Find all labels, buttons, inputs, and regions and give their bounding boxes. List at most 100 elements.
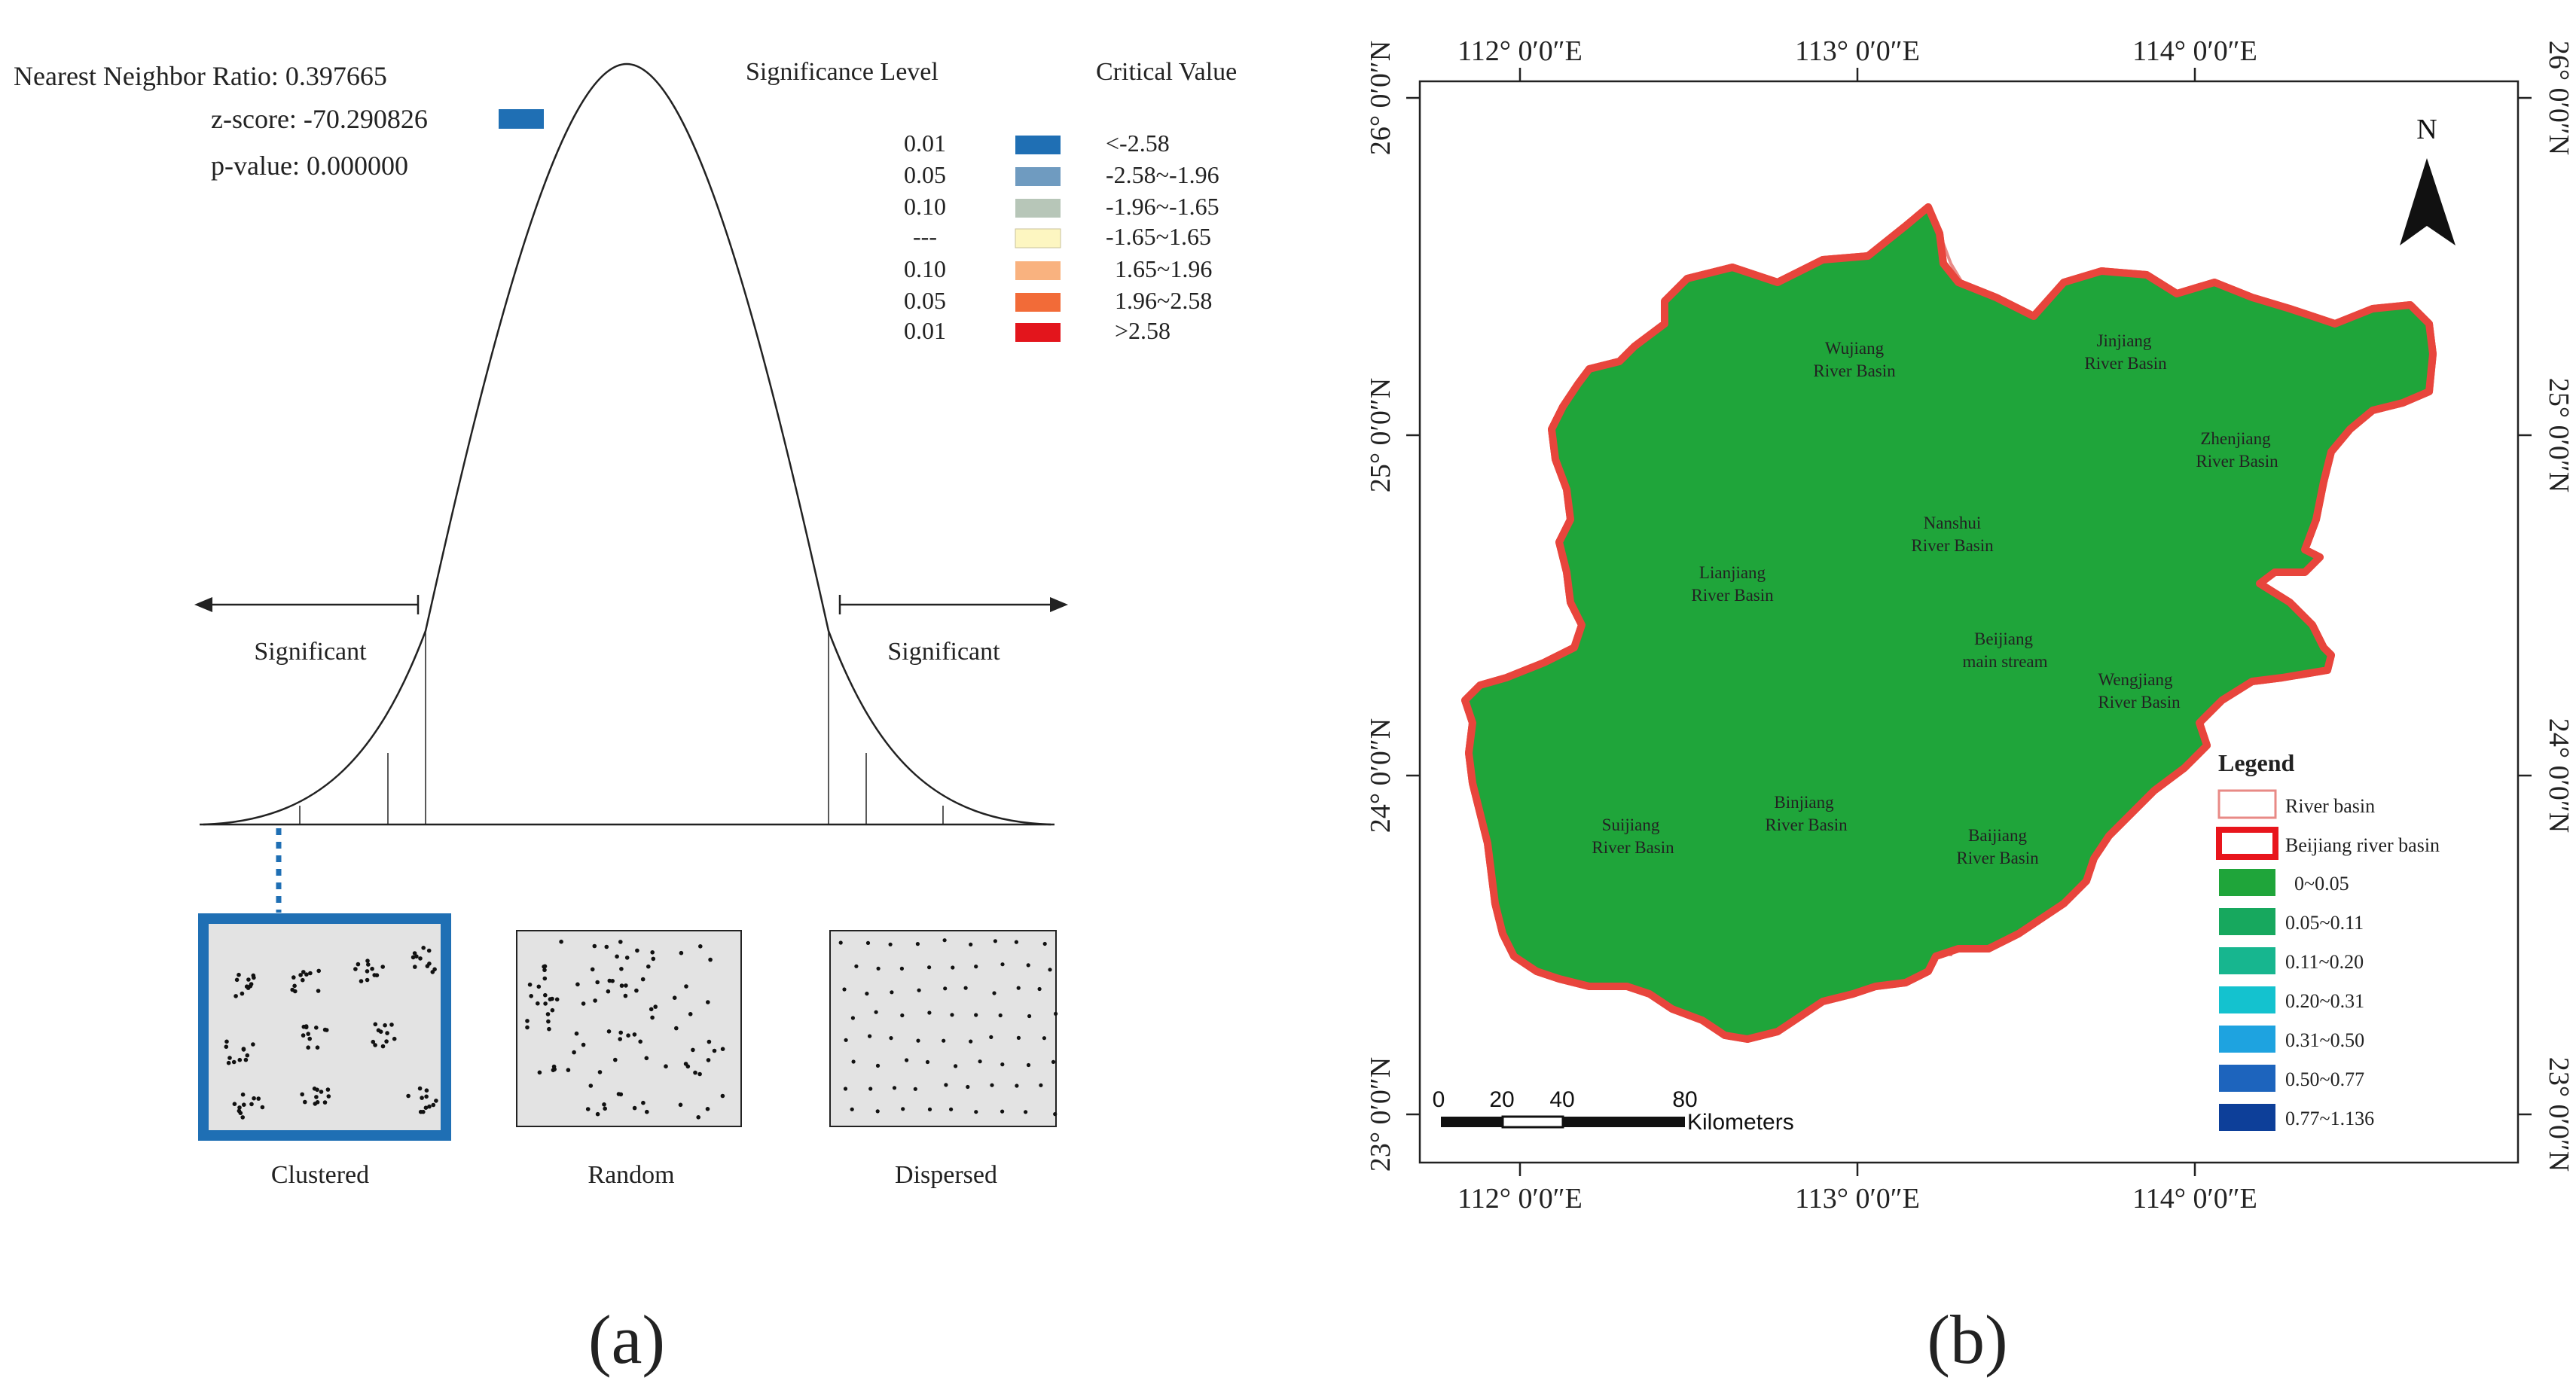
point <box>424 1088 429 1093</box>
point <box>992 991 997 995</box>
point <box>943 986 948 991</box>
point <box>406 1093 411 1099</box>
legend-class-6: 0.50~0.77 <box>2285 1068 2364 1090</box>
point <box>698 944 703 949</box>
panel-b: 112° 0′0″E 113° 0′0″E 114° 0′0″E 112° 0′… <box>1365 35 2574 1378</box>
point <box>326 1094 331 1099</box>
legend-class-3-swatch <box>2219 947 2275 974</box>
point <box>917 988 921 992</box>
label-nanshui: Nanshui <box>1924 514 1982 532</box>
point <box>618 1092 624 1097</box>
legend-swatch-6 <box>1015 293 1061 312</box>
point <box>1048 968 1052 972</box>
point <box>237 1057 243 1062</box>
point <box>306 1032 311 1036</box>
point <box>672 995 677 1000</box>
point <box>874 1010 878 1014</box>
legend-level-6: 0.05 <box>904 287 946 314</box>
point <box>232 1102 237 1106</box>
caption-b: (b) <box>1927 1301 2007 1378</box>
point <box>868 1034 872 1038</box>
point <box>590 967 595 972</box>
normal-distribution-curve <box>200 62 1055 826</box>
point <box>635 948 639 953</box>
point <box>626 1033 630 1038</box>
point <box>545 1012 551 1016</box>
point <box>913 1087 917 1091</box>
point <box>593 998 597 1003</box>
legend-level-3: 0.10 <box>904 193 946 220</box>
label-wengjiang-2: River Basin <box>2098 693 2181 712</box>
point <box>542 976 548 981</box>
point <box>380 965 386 969</box>
point <box>411 955 416 960</box>
point <box>537 1070 542 1075</box>
point <box>606 989 611 994</box>
legend-class-6-swatch <box>2219 1065 2275 1092</box>
point <box>602 1102 606 1107</box>
point <box>420 1096 424 1100</box>
critical-header: Critical Value <box>1096 58 1237 86</box>
map-legend: Legend River basin Beijiang river basin … <box>2216 749 2440 1131</box>
point <box>927 1107 932 1111</box>
point <box>566 1068 571 1072</box>
point <box>1014 940 1018 944</box>
point <box>974 965 978 969</box>
lat-left-25: 25° 0′0″N <box>1365 378 1396 492</box>
point <box>963 986 968 990</box>
point <box>876 966 881 971</box>
point <box>624 983 628 988</box>
point <box>316 989 321 993</box>
label-jinjiang-2: River Basin <box>2084 354 2167 373</box>
point <box>316 968 322 974</box>
beijiang-basin-map: Wujiang River Basin Jinjiang River Basin… <box>1461 203 2437 1043</box>
scale-tick-40: 40 <box>1549 1087 1574 1112</box>
point <box>365 969 370 974</box>
point <box>575 982 580 987</box>
point <box>974 1110 978 1114</box>
point <box>1026 1062 1031 1068</box>
point <box>423 1105 429 1110</box>
point <box>413 965 417 969</box>
point <box>383 1023 387 1028</box>
point <box>634 988 639 993</box>
point <box>927 1010 932 1015</box>
point <box>292 983 297 989</box>
point <box>684 984 688 989</box>
point <box>536 984 542 989</box>
point <box>966 1084 970 1090</box>
point <box>550 1007 555 1013</box>
significant-left-arrow <box>194 595 420 614</box>
pvalue-text: p-value: 0.000000 <box>211 151 408 181</box>
point <box>990 1083 994 1087</box>
lat-right-25: 25° 0′0″N <box>2543 378 2574 492</box>
point <box>303 1099 307 1105</box>
point <box>707 1039 712 1044</box>
point <box>425 964 430 968</box>
point <box>843 1087 848 1091</box>
point <box>356 962 361 967</box>
point <box>527 982 533 987</box>
point <box>595 1111 600 1117</box>
legend-swatch-1 <box>1015 136 1061 154</box>
point <box>238 1111 243 1115</box>
point <box>632 1105 637 1111</box>
point <box>241 1047 246 1052</box>
lon-bottom-113: 113° 0′0″E <box>1795 1183 1920 1215</box>
legend-range-5: 1.65~1.96 <box>1115 255 1212 282</box>
point <box>554 997 560 1002</box>
point <box>322 1100 328 1105</box>
point <box>899 966 904 971</box>
point <box>650 950 655 955</box>
point <box>868 1087 873 1091</box>
significant-left-label: Significant <box>254 638 367 666</box>
legend-swatch-3 <box>1015 199 1061 218</box>
point <box>696 1115 700 1120</box>
point <box>525 1025 530 1030</box>
point <box>875 1063 881 1068</box>
point <box>1015 1084 1019 1088</box>
legend-range-7: >2.58 <box>1115 317 1170 344</box>
legend-beijiang: Beijiang river basin <box>2285 834 2440 856</box>
point <box>359 979 364 983</box>
